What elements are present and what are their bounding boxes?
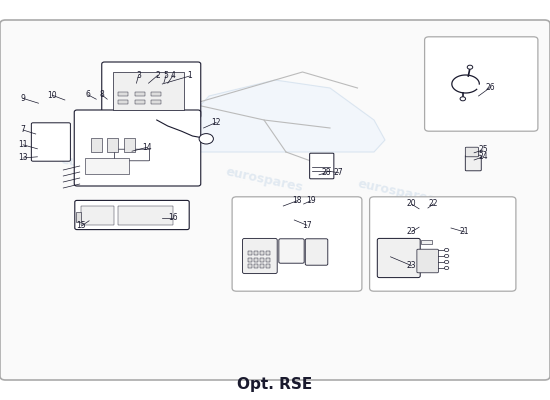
Bar [151, 92, 161, 96]
Text: 8: 8 [100, 90, 104, 99]
Bar [266, 258, 270, 262]
Text: 4: 4 [171, 71, 175, 80]
FancyBboxPatch shape [31, 123, 70, 161]
Text: 2: 2 [156, 71, 160, 80]
Text: 5: 5 [164, 71, 168, 80]
Polygon shape [165, 80, 385, 152]
Bar [254, 264, 258, 268]
Text: eurospares: eurospares [224, 166, 304, 194]
FancyBboxPatch shape [232, 197, 362, 291]
Circle shape [444, 254, 449, 258]
FancyBboxPatch shape [377, 238, 420, 278]
FancyBboxPatch shape [74, 110, 201, 186]
Bar [260, 258, 264, 262]
Bar [91, 138, 102, 152]
Bar [107, 138, 118, 152]
FancyBboxPatch shape [465, 147, 478, 157]
Bar [266, 251, 270, 255]
Circle shape [460, 97, 465, 101]
Text: 16: 16 [168, 214, 178, 222]
Text: 21: 21 [460, 228, 470, 236]
Text: 11: 11 [18, 140, 28, 149]
Bar [135, 92, 145, 96]
Bar [81, 206, 114, 225]
Bar [113, 72, 184, 110]
FancyBboxPatch shape [417, 249, 438, 273]
Text: 24: 24 [478, 152, 488, 161]
Bar [260, 251, 264, 255]
Bar [135, 100, 145, 104]
Bar [260, 264, 264, 268]
Text: eurospares: eurospares [59, 154, 139, 182]
Text: 28: 28 [321, 168, 331, 177]
Text: 19: 19 [306, 196, 316, 205]
Text: 10: 10 [47, 91, 57, 100]
Text: 12: 12 [211, 118, 221, 127]
FancyBboxPatch shape [243, 238, 277, 274]
Bar [118, 92, 128, 96]
Text: 23: 23 [406, 228, 416, 236]
Bar [248, 251, 252, 255]
Circle shape [444, 260, 449, 264]
Bar [118, 100, 128, 104]
Text: 15: 15 [76, 222, 86, 230]
FancyBboxPatch shape [279, 239, 304, 263]
FancyBboxPatch shape [370, 197, 516, 291]
Text: 23: 23 [406, 261, 416, 270]
Text: 27: 27 [334, 168, 344, 177]
Bar [248, 264, 252, 268]
Bar [85, 158, 129, 174]
FancyBboxPatch shape [75, 200, 189, 230]
Bar [254, 251, 258, 255]
FancyBboxPatch shape [465, 155, 481, 171]
FancyBboxPatch shape [114, 149, 150, 161]
Bar [254, 258, 258, 262]
Text: 13: 13 [18, 154, 28, 162]
FancyBboxPatch shape [425, 37, 538, 131]
Text: eurospares: eurospares [356, 178, 436, 206]
Text: 20: 20 [406, 200, 416, 208]
Text: 26: 26 [486, 83, 496, 92]
FancyBboxPatch shape [0, 20, 550, 380]
Text: 3: 3 [136, 71, 141, 80]
Bar [76, 212, 81, 222]
Text: 1: 1 [188, 72, 192, 80]
Bar [151, 100, 161, 104]
Text: 22: 22 [428, 200, 438, 208]
Circle shape [444, 266, 449, 270]
Circle shape [468, 65, 473, 69]
Text: Opt. RSE: Opt. RSE [238, 377, 312, 392]
Circle shape [444, 248, 449, 252]
Bar [266, 264, 270, 268]
Text: 14: 14 [142, 143, 152, 152]
Bar [124, 138, 135, 152]
FancyBboxPatch shape [310, 153, 334, 179]
Text: 18: 18 [292, 196, 302, 205]
FancyBboxPatch shape [305, 239, 328, 265]
Text: 17: 17 [302, 221, 312, 230]
Circle shape [199, 134, 213, 144]
FancyBboxPatch shape [102, 62, 201, 118]
Text: 25: 25 [478, 146, 488, 154]
Text: 6: 6 [86, 90, 90, 99]
Text: 9: 9 [21, 94, 25, 103]
Text: 7: 7 [21, 126, 25, 134]
Bar [421, 240, 432, 244]
Bar [248, 258, 252, 262]
Bar [118, 206, 173, 225]
